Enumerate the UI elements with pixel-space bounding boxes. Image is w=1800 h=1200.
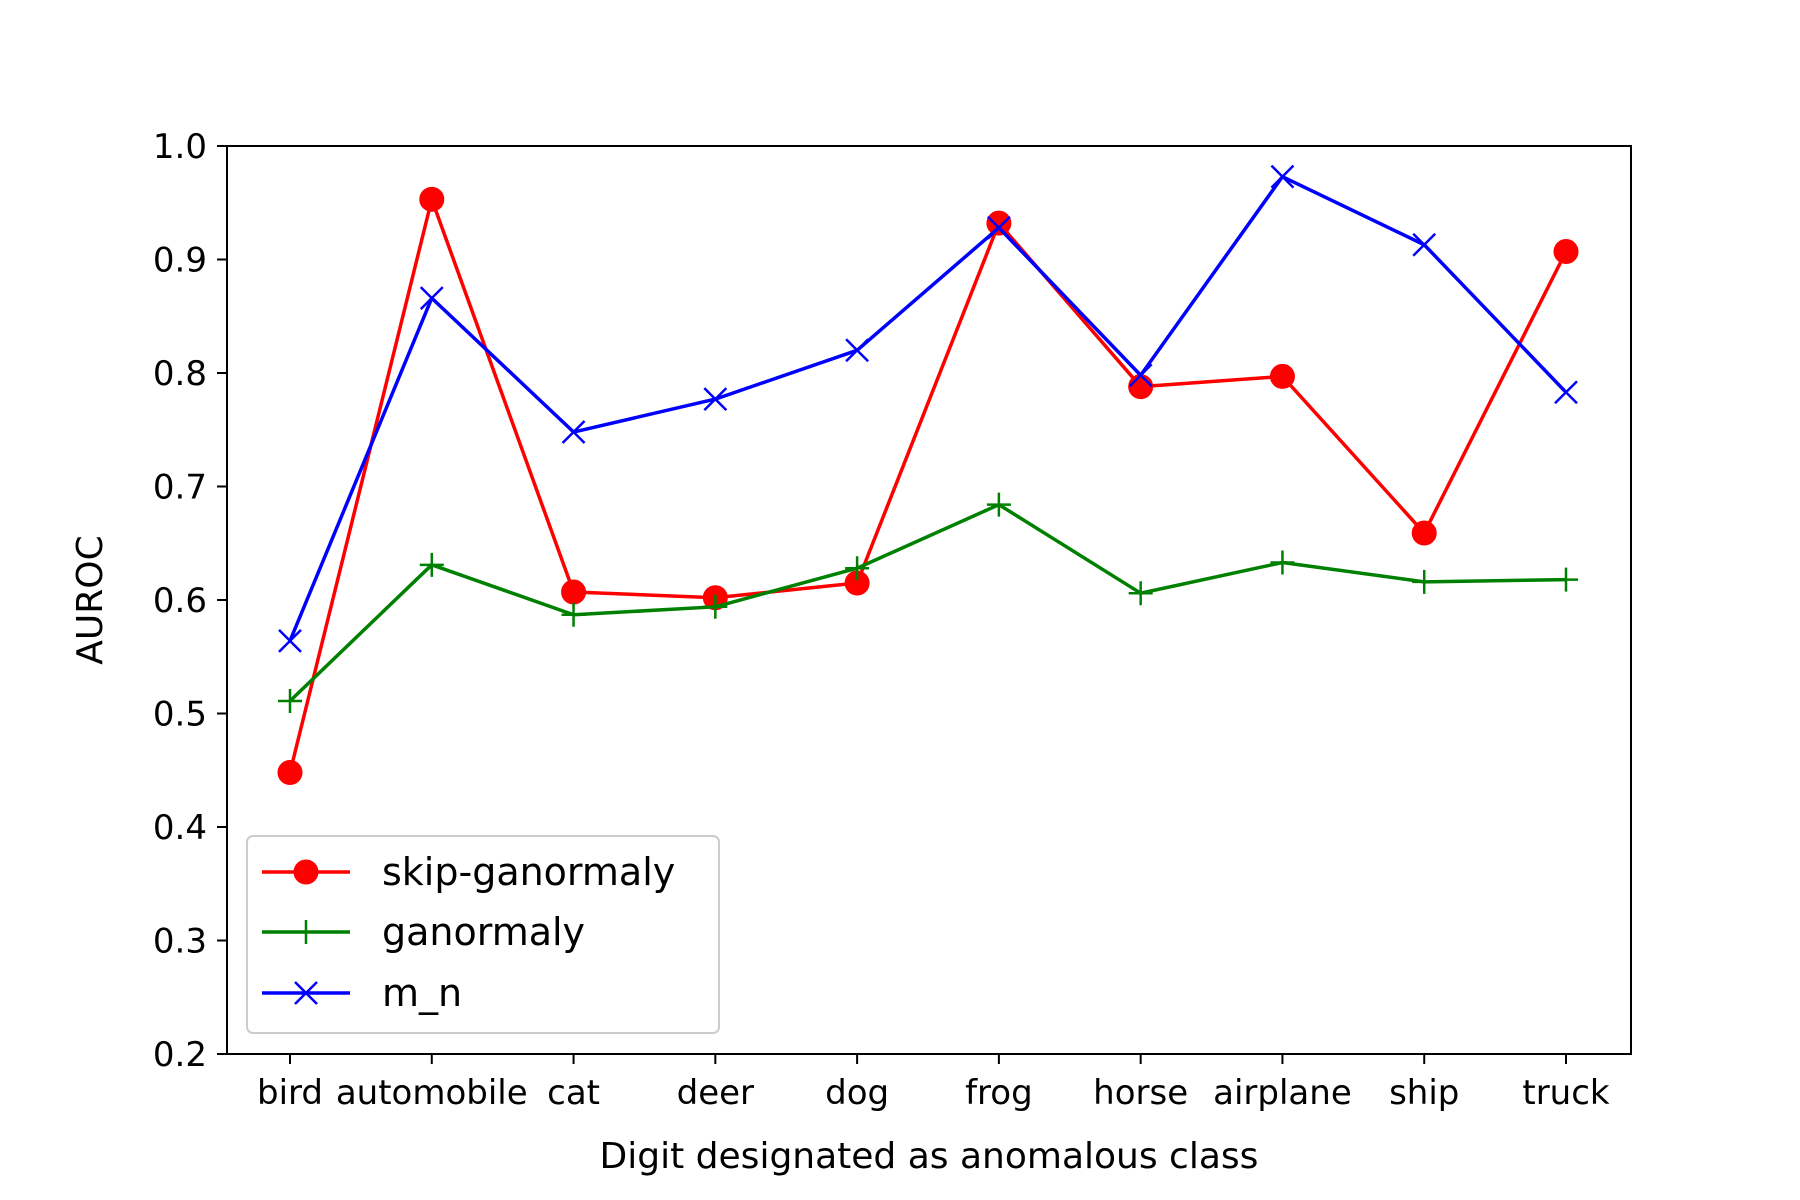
series-skip-ganormaly: [277, 186, 1579, 786]
x-axis-label: Digit designated as anomalous class: [600, 1136, 1259, 1177]
legend-label-skip-ganormaly: skip-ganormaly: [382, 850, 675, 894]
point-ganormaly-truck: [1554, 567, 1578, 592]
point-m-n-truck: [1554, 380, 1578, 405]
legend-entry-m-n: m_n: [262, 971, 462, 1015]
point-m-n-airplane: [1270, 164, 1295, 189]
point-m-n-deer: [703, 387, 728, 411]
point-ganormaly-horse: [1128, 581, 1153, 606]
point-m-n-dog: [845, 338, 869, 363]
point-m-n-ship: [1412, 232, 1437, 257]
x-tick-label-airplane: airplane: [1213, 1073, 1352, 1113]
point-skip-ganormaly-airplane: [1269, 363, 1295, 389]
legend-marker-ganormaly: [294, 920, 318, 944]
point-skip-ganormaly-ship: [1411, 520, 1437, 546]
point-m-n-automobile: [419, 286, 444, 310]
x-tick-label-deer: deer: [677, 1073, 754, 1113]
x-tick-label-automobile: automobile: [336, 1073, 528, 1113]
point-m-n-frog: [987, 215, 1011, 240]
series-m-n: [278, 164, 1578, 653]
legend-label-ganormaly: ganormaly: [382, 910, 585, 954]
point-ganormaly-deer: [703, 594, 728, 619]
x-tick-label-horse: horse: [1093, 1073, 1188, 1113]
series-layer: [277, 164, 1579, 786]
x-tick-label-truck: truck: [1522, 1073, 1610, 1113]
y-tick-label-1.0: 1.0: [153, 127, 207, 167]
series-line-skip-ganormaly: [288, 197, 1568, 773]
y-axis-ticks: 0.2 0.3 0.4 0.5 0.6 0.7 0.8 0.9 1.0: [153, 127, 227, 1075]
series-line-ganormaly: [288, 502, 1567, 703]
legend-entry-ganormaly: ganormaly: [262, 910, 585, 954]
point-skip-ganormaly-cat: [561, 579, 587, 605]
y-tick-label-0.8: 0.8: [153, 354, 207, 394]
x-tick-label-dog: dog: [825, 1073, 889, 1113]
x-tick-label-bird: bird: [257, 1073, 323, 1113]
point-ganormaly-airplane: [1270, 550, 1295, 575]
y-tick-label-0.5: 0.5: [153, 695, 207, 735]
legend: skip-ganormaly ganormaly m_n: [246, 835, 720, 1034]
y-tick-label-0.6: 0.6: [153, 581, 207, 621]
legend-marker-m-n: [294, 981, 318, 1005]
legend-entry-skip-ganormaly: skip-ganormaly: [262, 850, 675, 894]
point-skip-ganormaly-automobile: [419, 186, 445, 212]
y-tick-label-0.9: 0.9: [153, 241, 207, 281]
y-tick-label-0.4: 0.4: [153, 808, 207, 848]
series-line-m-n: [288, 174, 1568, 642]
point-skip-ganormaly-bird: [277, 760, 303, 786]
point-ganormaly-ship: [1412, 569, 1437, 594]
y-tick-label-0.3: 0.3: [153, 922, 207, 962]
point-m-n-horse: [1128, 363, 1153, 388]
point-ganormaly-cat: [561, 602, 586, 627]
point-skip-ganormaly-horse: [1128, 374, 1154, 400]
y-tick-label-0.2: 0.2: [153, 1035, 207, 1075]
point-ganormaly-automobile: [419, 552, 444, 577]
point-ganormaly-bird: [278, 689, 302, 714]
legend-box: [246, 835, 720, 1034]
x-tick-label-frog: frog: [965, 1073, 1033, 1113]
x-tick-label-ship: ship: [1389, 1073, 1459, 1113]
point-skip-ganormaly-truck: [1553, 239, 1579, 265]
point-ganormaly-dog: [845, 556, 870, 581]
y-tick-label-0.7: 0.7: [153, 468, 207, 508]
x-axis-ticks: bird automobile cat deer dog frog horse airplan…: [257, 1054, 1610, 1113]
point-ganormaly-frog: [986, 492, 1011, 517]
x-tick-label-cat: cat: [547, 1073, 600, 1113]
point-m-n-bird: [278, 628, 302, 653]
point-m-n-cat: [561, 420, 586, 444]
series-ganormaly: [278, 492, 1578, 714]
point-skip-ganormaly-frog: [986, 210, 1012, 236]
legend-label-m-n: m_n: [382, 971, 462, 1015]
y-axis-label: AUROC: [70, 535, 111, 664]
legend-marker-skip-ganormaly: [293, 859, 319, 885]
